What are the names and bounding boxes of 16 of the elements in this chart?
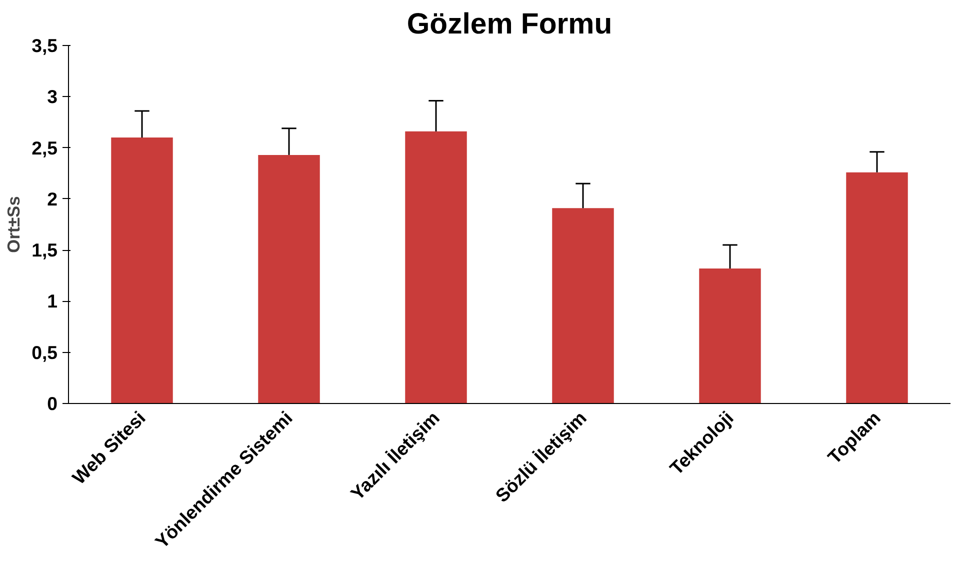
y-tick-label: 3,5 — [32, 35, 58, 56]
y-tick-label: 2 — [47, 188, 58, 210]
y-tick-label: 3 — [47, 86, 58, 108]
y-tick-label: 1 — [47, 290, 58, 312]
chart-title: Gözlem Formu — [406, 8, 612, 40]
bar — [846, 172, 908, 404]
y-tick-label: 2,5 — [32, 137, 58, 158]
bar — [552, 208, 614, 404]
bar — [258, 154, 320, 404]
y-tick-label: 0 — [47, 393, 58, 414]
bar — [111, 138, 173, 404]
bar — [699, 268, 761, 404]
y-axis-title: Ort±Ss — [4, 196, 24, 253]
y-tick-label: 1,5 — [32, 240, 58, 261]
y-tick-label: 0,5 — [32, 342, 58, 363]
bar — [405, 131, 467, 404]
